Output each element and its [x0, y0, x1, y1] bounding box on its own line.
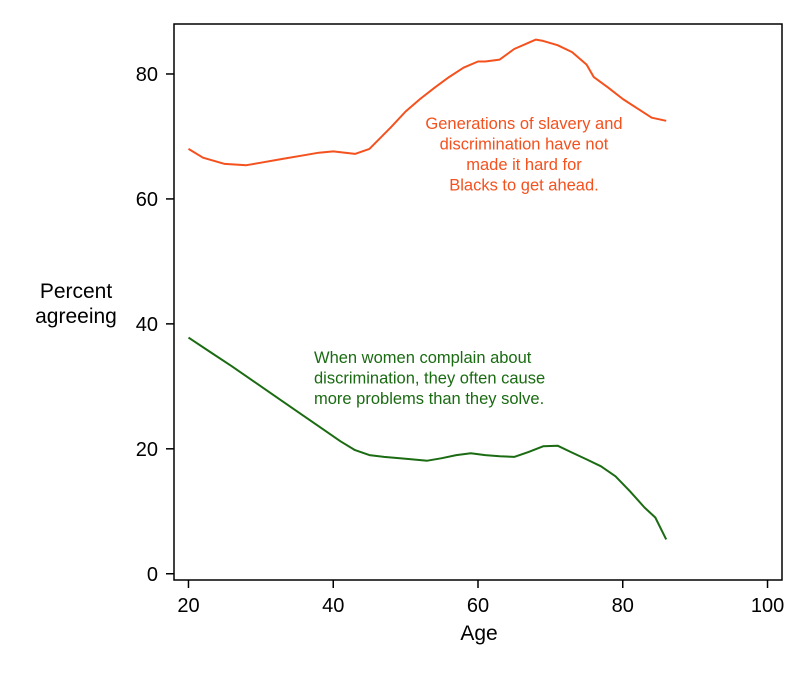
y-tick-label: 0: [147, 564, 158, 586]
x-tick-label: 40: [322, 595, 344, 617]
annotation-women-line: When women complain about: [314, 349, 532, 367]
annotation-slavery-line: made it hard for: [466, 156, 582, 174]
y-tick-label: 20: [136, 439, 158, 461]
annotation-women-line: more problems than they solve.: [314, 390, 544, 408]
x-tick-label: 20: [177, 595, 199, 617]
plot-frame: [173, 23, 783, 581]
y-tick-label: 40: [136, 314, 158, 336]
y-axis: 0 20 40 60 80: [136, 64, 174, 586]
series-line-slavery: [187, 38, 667, 167]
annotation-slavery-line: discrimination have not: [440, 136, 609, 154]
y-tick-label: 60: [136, 189, 158, 211]
y-axis-title-line-2: agreeing: [35, 305, 117, 328]
x-tick-label: 80: [612, 595, 634, 617]
x-tick-label: 100: [751, 595, 784, 617]
annotation-slavery-line: Generations of slavery and: [425, 115, 622, 133]
annotation-layer: Generations of slavery and discrimination…: [314, 115, 623, 408]
annotation-women-line: discrimination, they often cause: [314, 370, 545, 388]
series-layer: [187, 38, 668, 540]
series-line-women: [187, 336, 668, 540]
x-axis: 20 40 60 80 100: [177, 580, 784, 617]
y-axis-title-line-1: Percent: [40, 280, 113, 303]
y-tick-label: 80: [136, 64, 158, 86]
annotation-slavery-line: Blacks to get ahead.: [449, 177, 599, 195]
x-tick-label: 60: [467, 595, 489, 617]
x-axis-title: Age: [460, 622, 497, 645]
